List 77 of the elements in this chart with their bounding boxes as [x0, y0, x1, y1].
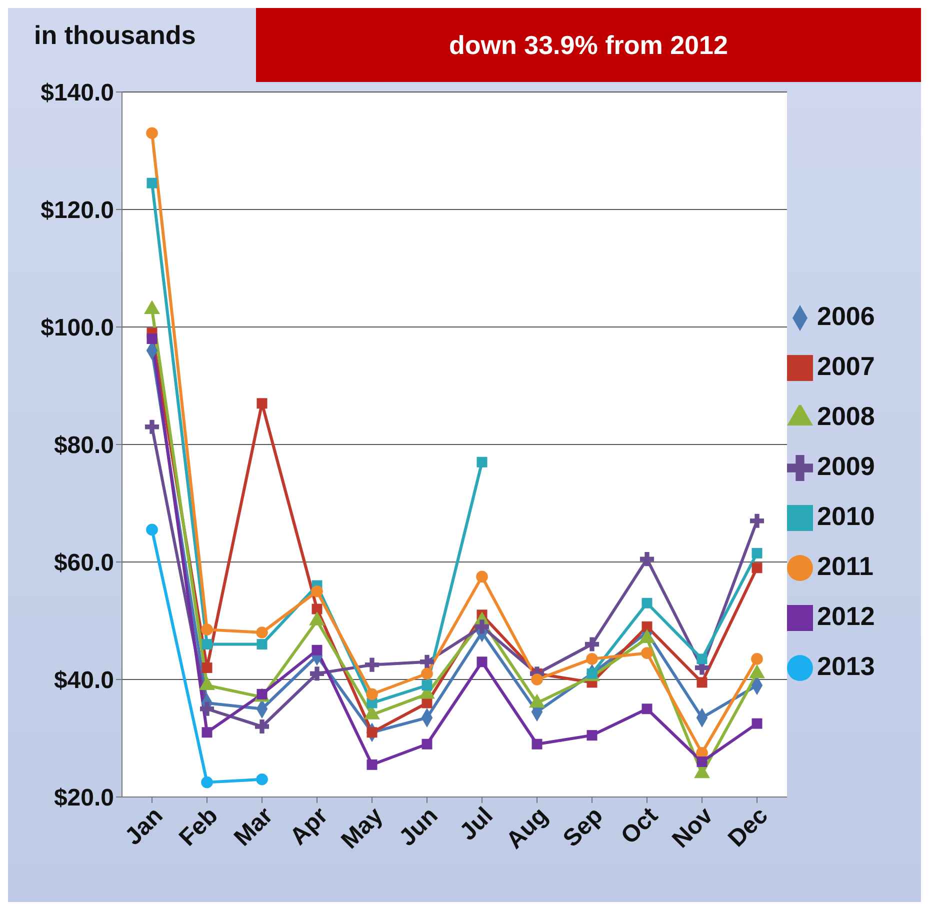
legend-label: 2010: [817, 501, 875, 531]
point: [422, 738, 432, 750]
point: [366, 759, 378, 770]
point: [202, 639, 212, 650]
point: [201, 776, 213, 788]
point: [201, 624, 213, 636]
x-tick-label: Apr: [284, 802, 334, 851]
point: [202, 662, 212, 673]
x-tick-label: Sep: [558, 802, 608, 852]
point: [642, 621, 652, 632]
x-tick-label: Oct: [616, 802, 664, 850]
point: [476, 570, 488, 583]
point: [311, 585, 323, 598]
x-tick-label: Jun: [394, 802, 444, 852]
point: [312, 644, 322, 656]
point: [364, 658, 380, 672]
point: [752, 548, 762, 558]
x-tick-label: May: [336, 802, 389, 854]
point: [642, 704, 652, 714]
point: [256, 398, 268, 409]
point: [421, 668, 433, 680]
point: [696, 654, 708, 664]
point: [750, 514, 764, 528]
point: [146, 524, 158, 536]
point: [256, 626, 268, 638]
y-axis-title: in thousands: [34, 20, 196, 51]
y-tick-label: $80.0: [54, 432, 114, 460]
point: [586, 653, 598, 665]
x-tick-label: Aug: [501, 802, 554, 854]
point: [696, 677, 708, 688]
point: [200, 702, 214, 716]
point: [202, 727, 212, 738]
x-tick-label: Mar: [229, 802, 278, 852]
point: [474, 620, 490, 634]
y-tick-label: $40.0: [54, 667, 114, 694]
point: [420, 654, 434, 669]
point: [584, 637, 600, 652]
x-tick-label: Nov: [667, 802, 719, 854]
point: [144, 420, 160, 434]
point: [476, 456, 488, 468]
point: [256, 773, 268, 786]
point: [531, 674, 543, 686]
point: [422, 680, 432, 691]
point: [254, 719, 270, 734]
point: [586, 730, 598, 741]
legend-label: 2009: [817, 451, 875, 481]
legend-label: 2008: [817, 401, 875, 431]
point: [642, 598, 652, 608]
point: [146, 178, 158, 188]
chart-title: down 33.9% from 2012: [256, 8, 921, 82]
x-tick-label: Jul: [454, 802, 498, 846]
legend-label: 2011: [817, 551, 874, 581]
x-tick-label: Jan: [120, 802, 168, 851]
legend-label: 2006: [817, 301, 875, 331]
y-tick-label: $140.0: [40, 80, 114, 107]
point: [476, 656, 488, 668]
point: [641, 647, 653, 659]
y-tick-label: $20.0: [54, 784, 114, 812]
point: [751, 653, 763, 665]
point: [532, 738, 542, 750]
point: [146, 334, 158, 344]
point: [752, 718, 762, 729]
y-tick-label: $100.0: [40, 314, 114, 342]
point: [366, 688, 378, 700]
legend-label: 2007: [817, 351, 875, 381]
x-tick-label: Feb: [174, 802, 224, 852]
point: [146, 127, 158, 140]
legend-label: 2012: [817, 601, 875, 631]
point: [640, 552, 654, 566]
point: [696, 756, 708, 767]
legend-label: 2013: [817, 651, 875, 681]
x-tick-label: Dec: [723, 802, 774, 852]
point: [752, 562, 762, 574]
point: [256, 639, 268, 650]
point: [310, 666, 324, 681]
y-tick-label: $60.0: [54, 550, 114, 577]
y-tick-label: $120.0: [40, 197, 114, 224]
